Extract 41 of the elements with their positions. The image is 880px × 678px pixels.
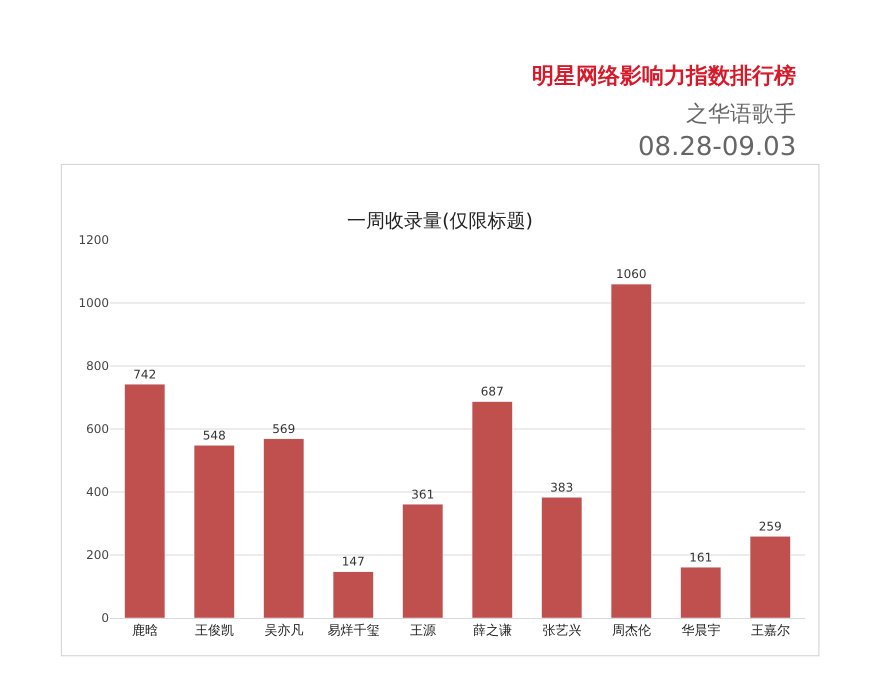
bar: [750, 536, 791, 618]
bar: [194, 445, 235, 618]
chart-title: 一周收录量(仅限标题): [347, 210, 533, 232]
y-tick-label: 800: [86, 359, 109, 374]
data-label: 1060: [616, 267, 647, 282]
data-label: 548: [202, 428, 226, 442]
data-label: 361: [411, 487, 434, 502]
data-label: 147: [342, 554, 365, 569]
data-label: 742: [133, 367, 156, 382]
x-tick-label: 张艺兴: [542, 624, 582, 639]
bar: [680, 567, 722, 618]
x-tick-label: 王俊凯: [194, 624, 234, 639]
y-tick-label: 200: [86, 548, 109, 562]
y-tick-label: 0: [101, 611, 109, 626]
text: 明星网络影响力指数排行榜: [532, 64, 796, 89]
data-label: 569: [272, 422, 296, 436]
bar: [124, 384, 166, 618]
text: 08.28-09.03: [638, 132, 796, 162]
y-tick-label: 1200: [78, 233, 109, 248]
bar: [610, 284, 652, 618]
x-tick-label: 王源: [410, 624, 436, 639]
y-tick-label: 600: [86, 422, 109, 436]
y-tick-label: 400: [86, 485, 109, 500]
bar: [541, 497, 582, 618]
bar: [402, 504, 444, 618]
bar: [332, 571, 374, 618]
bar: [263, 438, 304, 618]
x-tick-label: 周杰伦: [612, 624, 651, 639]
x-tick-label: 王嘉尔: [750, 624, 790, 639]
y-tick-label: 1000: [78, 296, 109, 310]
data-label: 259: [758, 519, 782, 534]
bar: [472, 401, 513, 618]
x-tick-label: 吴亦凡: [264, 624, 304, 639]
data-label: 383: [550, 480, 574, 494]
x-tick-label: 鹿晗: [132, 624, 158, 639]
x-tick-label: 易烊千玺: [327, 624, 380, 639]
text: 之华语歌手: [686, 102, 796, 127]
data-label: 687: [480, 384, 504, 399]
x-tick-label: 薛之谦: [472, 622, 512, 639]
data-label: 161: [689, 550, 712, 564]
x-tick-label: 华晨宇: [681, 622, 720, 639]
